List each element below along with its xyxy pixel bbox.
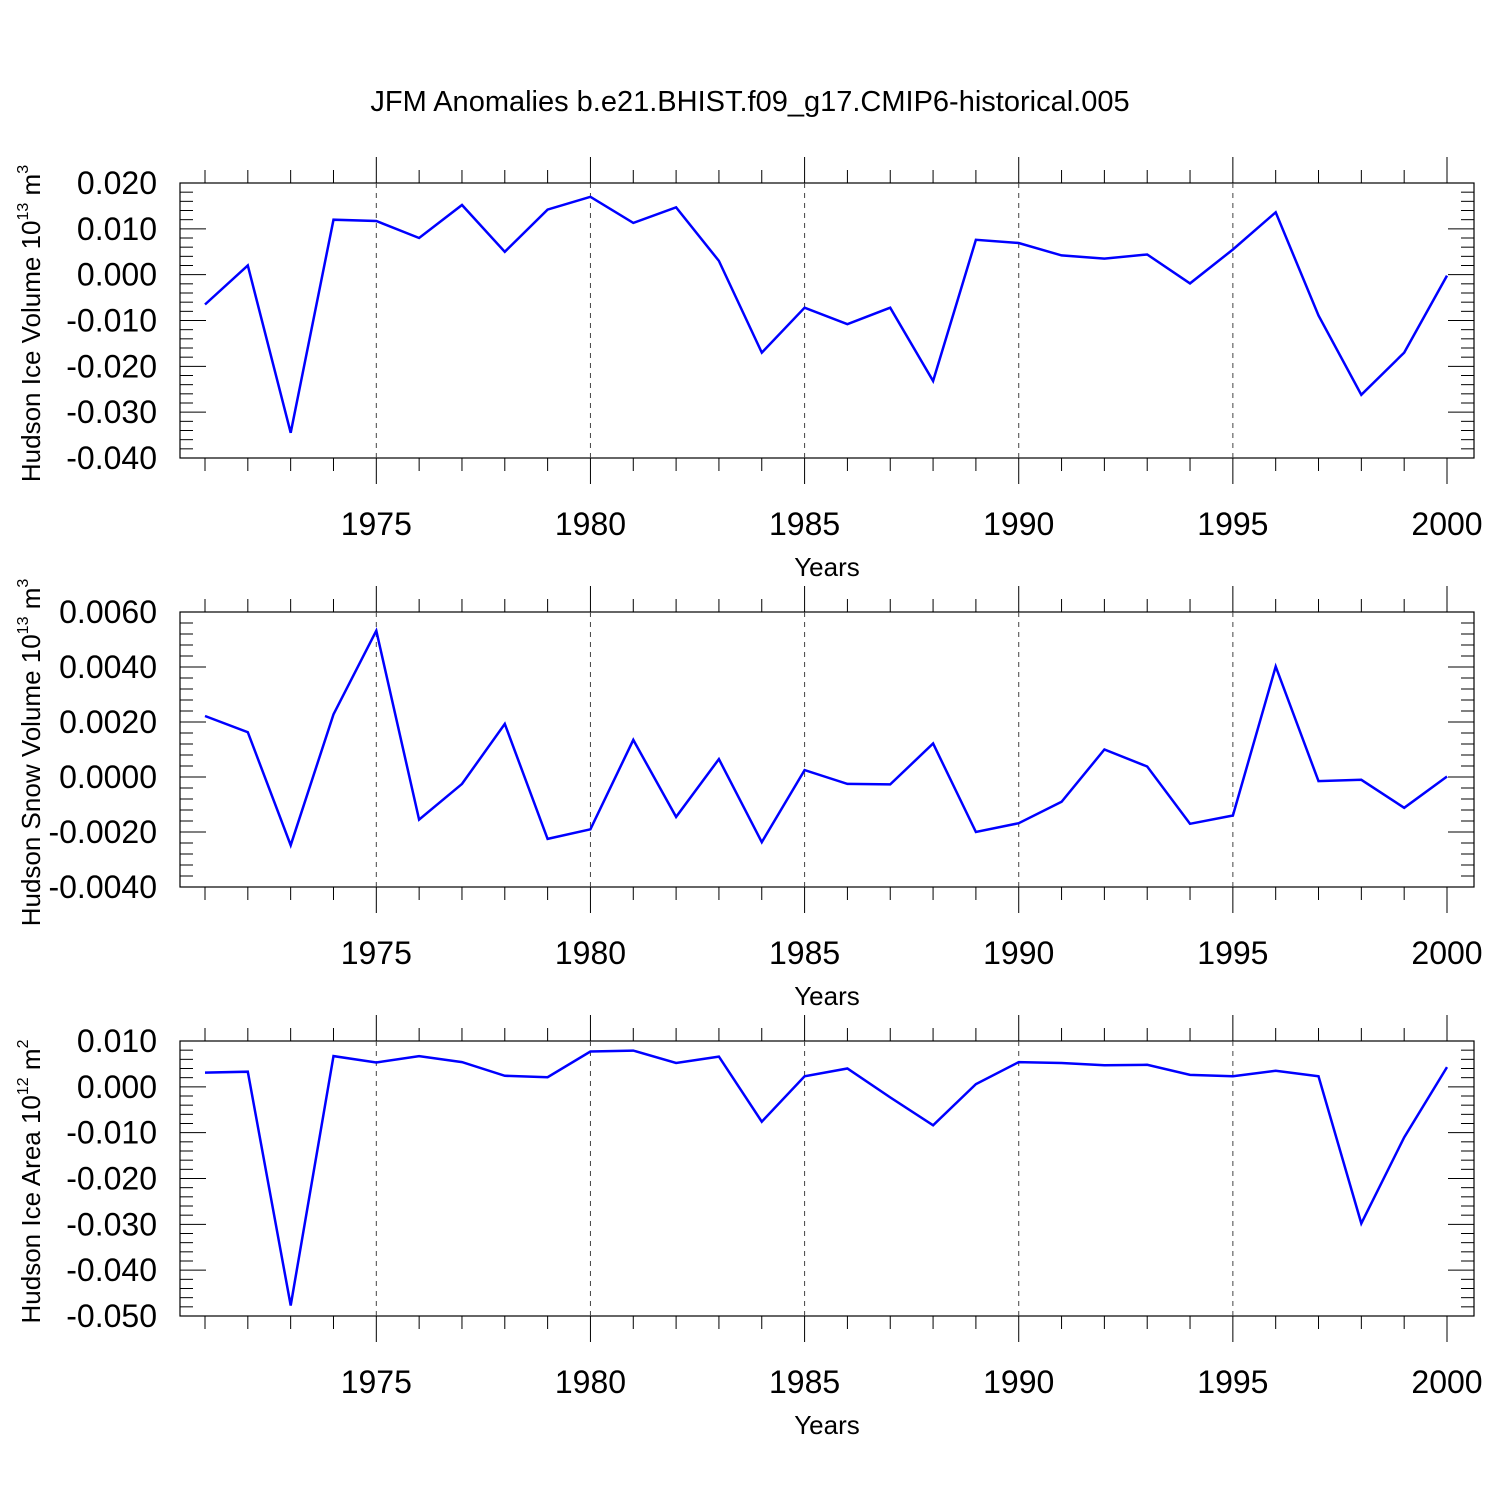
- y-tick-label: -0.020: [66, 348, 157, 384]
- y-tick-label: 0.010: [77, 211, 157, 247]
- y-tick-label: 0.010: [77, 1023, 157, 1059]
- x-tick-label: 1990: [983, 935, 1054, 971]
- y-tick-label: -0.010: [66, 303, 157, 339]
- y-tick-label: -0.030: [66, 1206, 157, 1242]
- series-line-snow-volume: [204, 627, 1448, 849]
- series-line-ice-area: [204, 1049, 1449, 1306]
- plot-frame: [179, 1040, 1475, 1317]
- x-tick-label: 1995: [1197, 935, 1268, 971]
- x-tick-label: 2000: [1411, 506, 1482, 542]
- x-tick-label: 1985: [769, 1364, 840, 1400]
- x-axis-label: Years: [794, 552, 860, 582]
- x-tick-label: 1995: [1197, 506, 1268, 542]
- y-tick-label: 0.0000: [59, 759, 157, 795]
- y-tick-label: -0.020: [66, 1161, 157, 1197]
- x-tick-label: 1975: [341, 1364, 412, 1400]
- y-tick-label: -0.010: [66, 1115, 157, 1151]
- y-tick-label: 0.000: [77, 1069, 157, 1105]
- y-tick-label: 0.0020: [59, 704, 157, 740]
- y-axis-label: Hudson Ice Volume 1013 m3: [15, 165, 46, 482]
- x-tick-label: 1980: [555, 935, 626, 971]
- x-tick-label: 1975: [341, 506, 412, 542]
- y-tick-label: -0.0040: [48, 869, 157, 905]
- x-axis-label: Years: [794, 1410, 860, 1440]
- x-tick-label: 1985: [769, 935, 840, 971]
- x-tick-label: 1990: [983, 506, 1054, 542]
- y-axis-label: Hudson Snow Volume 1013 m3: [15, 579, 46, 927]
- y-tick-label: 0.000: [77, 257, 157, 293]
- y-tick-label: -0.050: [66, 1298, 157, 1334]
- y-tick-label: -0.0020: [48, 814, 157, 850]
- plot-frame: [179, 611, 1475, 888]
- x-tick-label: 1980: [555, 1364, 626, 1400]
- chart-title: JFM Anomalies b.e21.BHIST.f09_g17.CMIP6-…: [370, 86, 1129, 118]
- x-tick-label: 1995: [1197, 1364, 1268, 1400]
- y-tick-label: 0.020: [77, 165, 157, 201]
- x-tick-label: 1975: [341, 935, 412, 971]
- x-tick-label: 1990: [983, 1364, 1054, 1400]
- x-tick-label: 1985: [769, 506, 840, 542]
- x-tick-label: 1980: [555, 506, 626, 542]
- panel-ice-area: 1975 1980 1985 1990 1995 2000 Years 0.010 0.000 -…: [15, 1015, 1483, 1440]
- y-axis-label: Hudson Ice Area 1012 m2: [15, 1039, 46, 1323]
- y-tick-label: -0.030: [66, 394, 157, 430]
- panels-container: 1975 1980 1985 1990 1995 2000 Years 0.020 0.010 0…: [15, 157, 1483, 1440]
- panel-ice-volume: 1975 1980 1985 1990 1995 2000 Years 0.020 0.010 0…: [15, 157, 1483, 582]
- panel-snow-volume: 1975 1980 1985 1990 1995 2000 Years 0.0060 0.004…: [15, 579, 1483, 1011]
- x-tick-label: 2000: [1411, 935, 1482, 971]
- x-tick-label: 2000: [1411, 1364, 1482, 1400]
- y-tick-label: -0.040: [66, 1252, 157, 1288]
- y-tick-label: 0.0040: [59, 649, 157, 685]
- y-tick-label: -0.040: [66, 440, 157, 476]
- series-line-ice-volume: [204, 195, 1449, 434]
- y-tick-label: 0.0060: [59, 594, 157, 630]
- x-axis-label: Years: [794, 981, 860, 1011]
